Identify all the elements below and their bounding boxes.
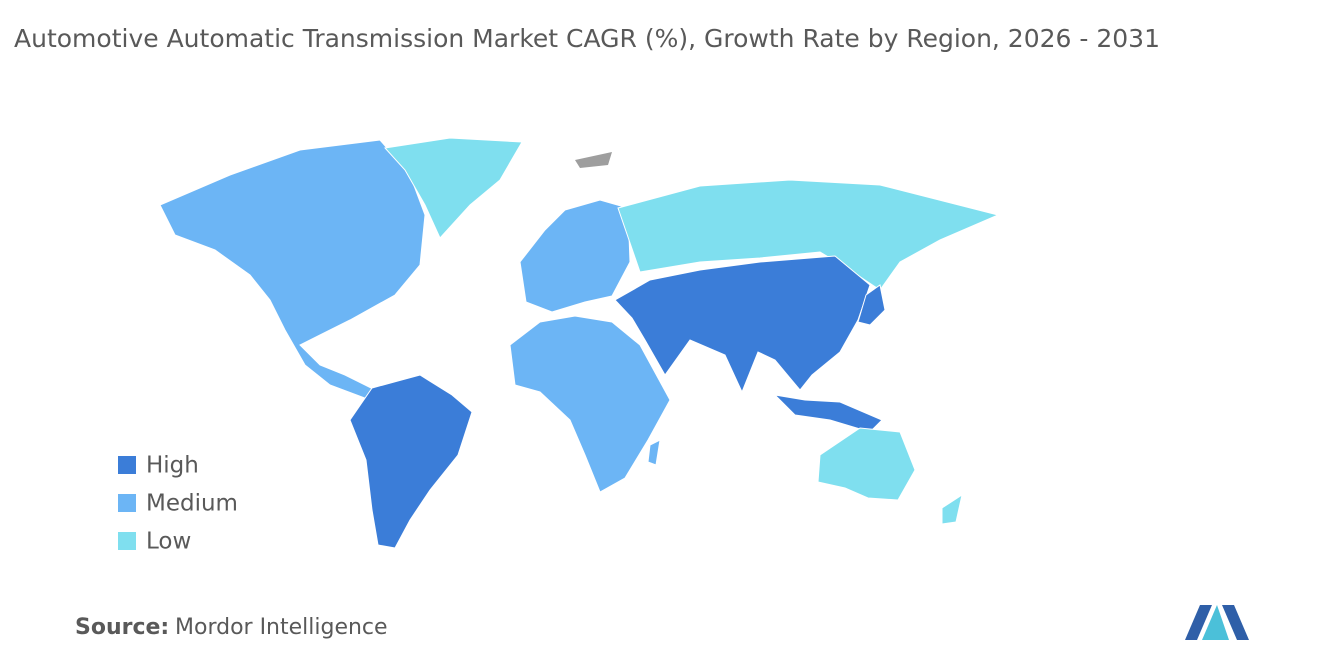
legend-swatch	[118, 494, 136, 512]
region	[941, 493, 963, 525]
legend-swatch	[118, 532, 136, 550]
legend-label: High	[146, 453, 199, 479]
source-text: Mordor Intelligence	[175, 615, 388, 640]
region	[647, 439, 661, 466]
region	[817, 427, 916, 501]
region	[773, 394, 883, 433]
legend-label: Medium	[146, 491, 238, 517]
source-label: Source:	[75, 615, 169, 640]
logo-part	[1202, 605, 1229, 640]
legend-label: Low	[146, 529, 191, 555]
region	[614, 255, 871, 394]
logo-part	[1185, 605, 1212, 640]
no-data-region	[575, 152, 612, 168]
legend-swatch	[118, 456, 136, 474]
legend: High Medium Low	[118, 453, 238, 555]
region	[384, 137, 523, 239]
region	[159, 139, 426, 401]
logo	[1185, 605, 1249, 640]
region	[519, 199, 631, 313]
region	[349, 374, 473, 549]
region	[857, 284, 886, 326]
logo-part	[1222, 605, 1249, 640]
region	[509, 315, 671, 493]
region	[617, 179, 1000, 291]
world-map	[159, 137, 1000, 549]
map-title: Automotive Automatic Transmission Market…	[14, 24, 1160, 53]
